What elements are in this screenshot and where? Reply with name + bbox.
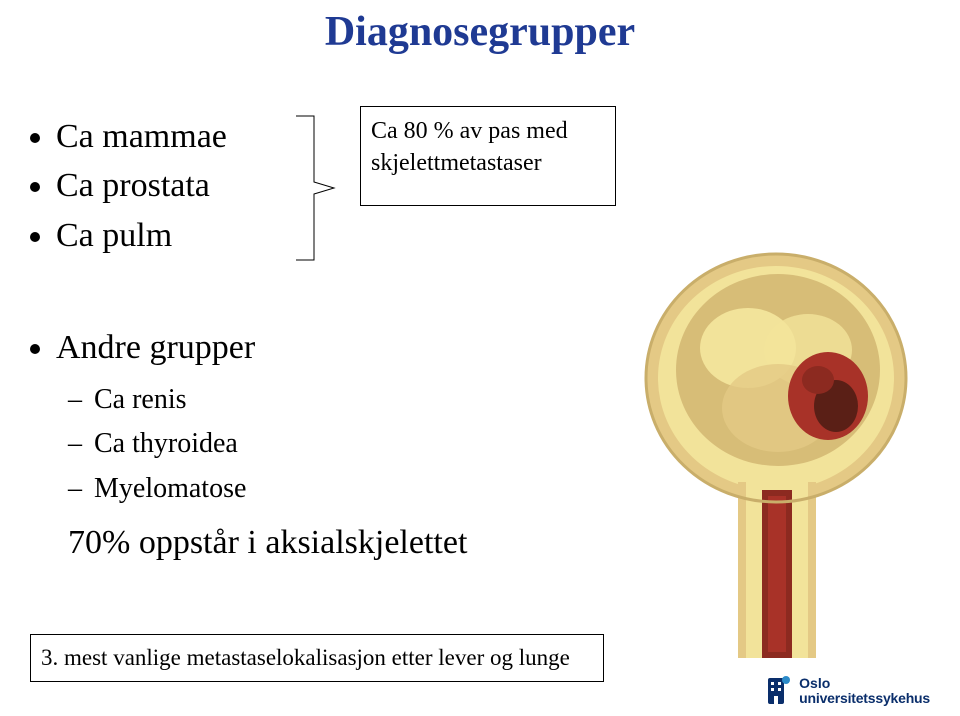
info-line-1: Ca 80 % av pas med [371,115,605,147]
sublist-item: Ca renis [94,378,590,423]
footnote-box: 3. mest vanlige metastaselokalisasjon et… [30,634,604,682]
info-box: Ca 80 % av pas med skjelettmetastaser [360,106,616,206]
list-item-heading: Andre grupper Ca renis Ca thyroidea Myel… [56,324,590,512]
hospital-logo: Oslo universitetssykehus [761,674,930,708]
logo-icon [761,674,791,708]
logo-line-2: universitetssykehus [799,691,930,706]
sublist-item: Ca thyroidea [94,422,590,467]
logo-line-1: Oslo [799,676,930,691]
secondary-group-list: Andre grupper Ca renis Ca thyroidea Myel… [30,324,590,562]
footnote-text: 3. mest vanlige metastaselokalisasjon et… [41,645,570,671]
pathology-figure [628,238,924,668]
info-line-2: skjelettmetastaser [371,147,605,179]
grouping-bracket-icon [290,110,350,266]
group-heading: Andre grupper [56,329,255,366]
slide-title: Diagnosegrupper [0,8,960,56]
sublist-item: Myelomatose [94,467,590,512]
percentage-line: 70% oppstår i aksialskjelettet [30,524,590,562]
logo-text: Oslo universitetssykehus [799,676,930,705]
